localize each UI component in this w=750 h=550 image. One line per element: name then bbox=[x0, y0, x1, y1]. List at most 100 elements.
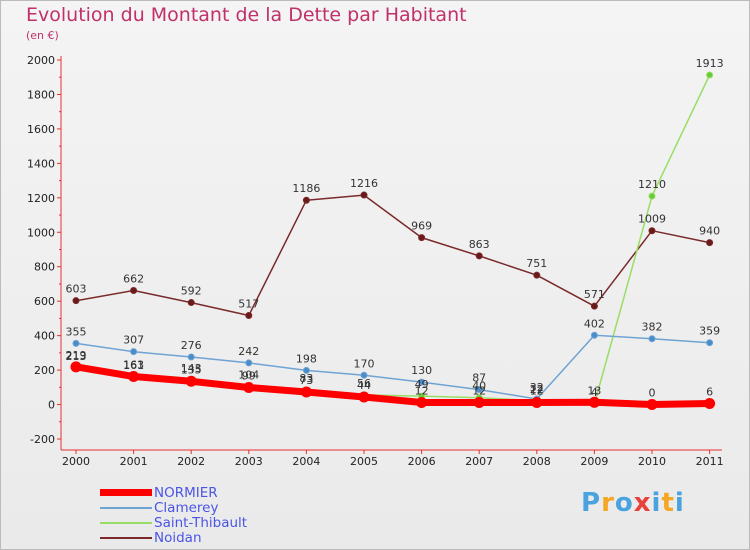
legend-item-2: Saint-Thibault bbox=[100, 514, 248, 531]
data-label-0-9: 13 bbox=[587, 384, 601, 397]
data-label-0-0: 219 bbox=[66, 349, 87, 362]
series-line-3 bbox=[75, 194, 711, 317]
logo-letter-3: x bbox=[633, 488, 652, 518]
data-label-1-2: 276 bbox=[181, 339, 202, 352]
data-label-3-4: 1186 bbox=[292, 182, 320, 195]
legend-item-3: Noidan bbox=[100, 529, 247, 546]
axes: -200020040060080010001200140016001800200… bbox=[27, 54, 724, 468]
y-tick-label-3: 400 bbox=[34, 330, 55, 343]
series-1-point-2 bbox=[187, 353, 195, 361]
series-1-point-0 bbox=[72, 339, 80, 347]
series-3-point-2 bbox=[187, 299, 195, 307]
series-3-point-9 bbox=[590, 302, 598, 310]
data-label-0-3: 99 bbox=[242, 369, 256, 382]
series-3-point-11 bbox=[706, 239, 714, 247]
data-label-1-4: 198 bbox=[296, 352, 317, 365]
x-tick-label-4: 2004 bbox=[292, 455, 320, 468]
data-label-1-8: 32 bbox=[530, 381, 544, 394]
series-3-point-6 bbox=[418, 234, 426, 242]
data-label-3-11: 940 bbox=[699, 225, 720, 238]
series-3-point-5 bbox=[360, 191, 368, 199]
legend-swatch-0 bbox=[100, 489, 152, 496]
legend-label-1: Clamerey bbox=[154, 499, 219, 516]
series-1-point-11 bbox=[706, 339, 714, 347]
series-line-0 bbox=[72, 363, 714, 408]
series-0-point-3 bbox=[243, 381, 255, 393]
data-label-2-8: 22 bbox=[530, 383, 544, 396]
series-0-point-4 bbox=[300, 386, 312, 398]
data-label-0-6: 12 bbox=[415, 384, 429, 397]
series-3-point-4 bbox=[302, 196, 310, 204]
data-label-3-6: 969 bbox=[411, 220, 432, 233]
logo-letter-5: t bbox=[661, 488, 675, 518]
series-3-point-7 bbox=[475, 252, 483, 260]
data-label-2-5: 56 bbox=[357, 377, 371, 390]
series-3-point-0 bbox=[72, 297, 80, 305]
chart-title: Evolution du Montant de la Dette par Hab… bbox=[26, 4, 467, 26]
series-lines bbox=[70, 71, 716, 411]
y-tick-label-10: 1800 bbox=[27, 88, 55, 101]
series-0-point-10 bbox=[646, 399, 658, 411]
data-label-3-2: 592 bbox=[181, 285, 202, 298]
series-0-point-7 bbox=[473, 396, 485, 408]
y-tick-label-7: 1200 bbox=[27, 192, 55, 205]
legend-item-0: NORMIER bbox=[100, 484, 247, 501]
data-label-1-3: 242 bbox=[238, 345, 259, 358]
y-tick-label-6: 1000 bbox=[27, 226, 55, 239]
y-tick-label-5: 800 bbox=[34, 261, 55, 274]
legend: NORMIER Clamerey Saint-Thibault Noidan bbox=[100, 484, 248, 546]
logo-letter-1: r bbox=[601, 488, 615, 518]
data-label-0-7: 12 bbox=[472, 384, 486, 397]
x-tick-label-2: 2002 bbox=[177, 455, 205, 468]
logo-letter-0: P bbox=[581, 488, 602, 518]
data-label-1-11: 359 bbox=[699, 325, 720, 338]
series-line-1 bbox=[75, 334, 711, 400]
series-3-point-8 bbox=[533, 271, 541, 279]
data-label-2-11: 1913 bbox=[696, 57, 724, 70]
legend-label-3: Noidan bbox=[154, 529, 202, 546]
data-label-0-4: 73 bbox=[299, 374, 313, 387]
legend-label-0: NORMIER bbox=[154, 484, 218, 501]
data-label-3-1: 662 bbox=[123, 273, 144, 286]
series-0-point-2 bbox=[185, 375, 197, 387]
series-3-point-10 bbox=[648, 227, 656, 235]
y-tick-label-2: 200 bbox=[34, 364, 55, 377]
data-label-3-10: 1009 bbox=[638, 213, 666, 226]
data-label-2-2: 143 bbox=[181, 362, 202, 375]
data-label-2-0: 213 bbox=[66, 350, 87, 363]
x-tick-label-8: 2008 bbox=[523, 455, 551, 468]
legend-label-2: Saint-Thibault bbox=[154, 514, 248, 531]
series-3-point-3 bbox=[245, 311, 253, 319]
data-label-2-4: 83 bbox=[299, 372, 313, 385]
series-1-point-7 bbox=[475, 386, 483, 394]
series-1-point-6 bbox=[418, 378, 426, 386]
data-label-2-10: 1210 bbox=[638, 178, 666, 191]
data-label-3-9: 571 bbox=[584, 288, 605, 301]
series-0-point-11 bbox=[704, 398, 716, 410]
data-label-2-7: 40 bbox=[472, 380, 486, 393]
data-label-3-7: 863 bbox=[469, 238, 490, 251]
data-label-2-9: 4 bbox=[591, 386, 598, 399]
series-1-point-3 bbox=[245, 359, 253, 367]
y-tick-label-4: 600 bbox=[34, 295, 55, 308]
proxiti-logo: Proxiti bbox=[581, 488, 685, 518]
x-tick-label-1: 2001 bbox=[120, 455, 148, 468]
data-label-2-3: 104 bbox=[238, 369, 259, 382]
series-1-point-9 bbox=[590, 331, 598, 339]
series-3-point-1 bbox=[130, 287, 138, 295]
data-label-0-1: 163 bbox=[123, 358, 144, 371]
series-0-point-8 bbox=[531, 396, 543, 408]
x-tick-label-6: 2006 bbox=[408, 455, 436, 468]
y-tick-label-9: 1600 bbox=[27, 123, 55, 136]
series-0-point-9 bbox=[588, 396, 600, 408]
x-tick-label-5: 2005 bbox=[350, 455, 378, 468]
data-label-1-5: 170 bbox=[354, 357, 375, 370]
data-label-1-1: 307 bbox=[123, 334, 144, 347]
data-label-1-0: 355 bbox=[66, 325, 87, 338]
x-tick-label-9: 2009 bbox=[580, 455, 608, 468]
data-label-3-3: 517 bbox=[238, 297, 259, 310]
series-0-point-5 bbox=[358, 391, 370, 403]
